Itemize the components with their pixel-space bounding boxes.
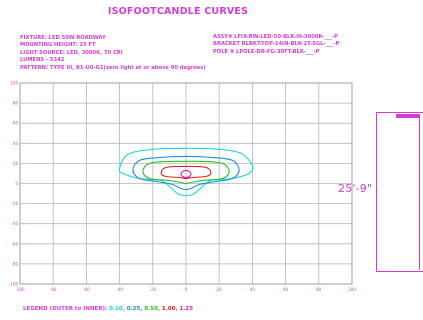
legend-item-2: 0.25 [126,306,141,312]
pole-line: POLE # LPOLE-DB-FG-30FT-BLK-___-P [213,48,320,55]
y-tick-label: -40 [11,221,18,226]
assembly-info: ASSY# LFIX-RW-LED-50-BLK-III-3000K-___-P… [213,34,339,56]
x-tick-label: -20 [150,287,157,292]
x-tick-label: 20 [217,287,223,292]
bracket-line: BRACKET RLBKT-TOP-14IN-BLK-2T-SGL-___-P [213,41,340,48]
x-tick-label: -40 [116,287,123,292]
isofootcandle-contour-0-25 [132,155,240,191]
x-tick-label: 0 [185,287,188,292]
y-tick-label: 20 [13,161,19,166]
y-tick-label: 40 [13,141,19,146]
light-source-line: LIGHT SOURCE: LED, 3000K, 70 CRI [20,49,123,56]
legend-item-1: 0.10 [109,306,123,312]
isofootcandle-contour-0-5 [142,160,230,185]
fixture-info: FIXTURE: LED 50W ROADWAY MOUNTING HEIGHT… [20,35,206,72]
legend-item-5: 1.25 [179,306,194,312]
mounting-height-line: MOUNTING HEIGHT: 25 FT [20,42,96,49]
isofootcandle-contour-1 [160,165,212,180]
x-tick-label: 80 [316,287,322,292]
x-tick-label: 40 [250,287,256,292]
pole-diagram [376,112,423,272]
pole-height-label: 25'-9" [338,182,373,195]
y-tick-label: -20 [11,201,18,206]
isofootcandle-contour-1-25 [180,169,192,179]
page-title: ISOFOOTCANDLE CURVES [107,6,249,17]
lumens-line: LUMENS - 5342 [20,57,65,64]
legend: LEGEND (OUTER to INNER): 0.10, 0.25, 0.5… [23,306,194,312]
x-tick-label: -100 [15,287,25,292]
pattern-line: PATTERN: TYPE III, B1-U0-G1(zero light a… [20,64,206,71]
x-tick-label: -60 [83,287,90,292]
x-tick-label: 60 [283,287,289,292]
luminaire-head [396,114,422,118]
legend-item-3: 0.50 [144,306,158,312]
fixture-line: FIXTURE: LED 50W ROADWAY [20,35,106,41]
y-tick-label: 80 [13,101,19,106]
pole-shaft [419,114,423,270]
y-tick-label: 100 [10,81,18,86]
x-tick-label: 100 [348,287,356,292]
x-tick-label: -80 [50,287,57,292]
y-tick-label: 60 [13,121,19,126]
legend-label: LEGEND (OUTER to INNER): [23,306,108,312]
y-tick-label: -60 [11,241,18,246]
y-tick-label: -80 [11,261,18,266]
y-tick-label: 0 [15,181,18,186]
y-tick-label: -100 [9,282,19,287]
isofootcandle-contour-0-1 [118,147,254,197]
plot-frame [19,82,353,285]
legend-item-4: 1.00 [161,306,176,312]
assembly-line: ASSY# LFIX-RW-LED-50-BLK-III-3000K-___-P [213,34,338,40]
